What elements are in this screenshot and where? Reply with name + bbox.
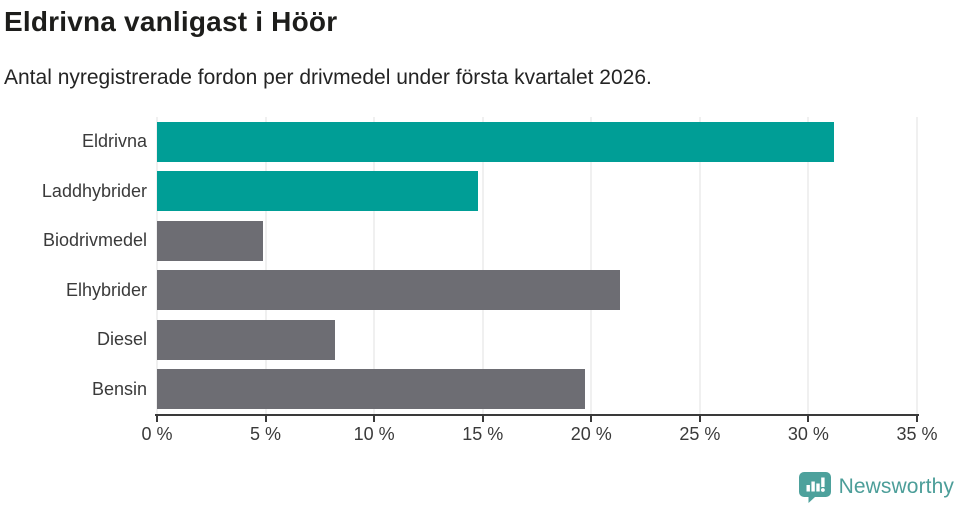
gridline (916, 117, 918, 414)
tick-mark (916, 416, 918, 422)
bar-chart-speech-bubble-icon (798, 472, 831, 503)
y-axis-labels: Eldrivna Laddhybrider Biodrivmedel Elhybrid… (0, 117, 147, 414)
plot-area (156, 117, 918, 414)
category-label: Eldrivna (81, 131, 147, 152)
tick-mark (807, 416, 810, 422)
tick-label: 20 % (570, 424, 612, 444)
tick-label: 25 % (679, 424, 721, 444)
x-axis: 0 % 5 % 10 % 15 % 20 % 25 % 30 % 35 % (141, 414, 938, 454)
brand-footer: Newsworthy (798, 470, 954, 504)
gridline (699, 117, 701, 414)
gridline (373, 117, 375, 414)
category-label: Diesel (96, 329, 147, 350)
tick-label: 35 % (896, 424, 938, 444)
gridline (482, 117, 484, 414)
tick-mark (698, 416, 701, 422)
bar (157, 270, 620, 311)
bar-row (157, 315, 917, 365)
gridline (807, 117, 809, 414)
x-axis-line (155, 414, 919, 416)
tick-label: 0 % (141, 424, 173, 444)
bar (157, 121, 835, 162)
bar-row (157, 365, 917, 415)
bar-rows (157, 117, 917, 414)
tick-mark (373, 416, 376, 422)
category-label: Biodrivmedel (42, 230, 147, 251)
gridline (590, 117, 592, 414)
bar-row (157, 266, 917, 316)
category-label: Laddhybrider (41, 180, 147, 201)
tick-mark (264, 416, 267, 422)
gridline (156, 117, 158, 414)
gridline (265, 117, 267, 414)
bar-row (157, 216, 917, 266)
chart-subtitle: Antal nyregistrerade fordon per drivmede… (4, 66, 652, 89)
brand-name: Newsworthy (838, 475, 954, 498)
bar (157, 220, 264, 261)
tick-label: 5 % (250, 424, 282, 444)
bar (157, 369, 585, 410)
tick-label: 30 % (787, 424, 829, 444)
bar (157, 171, 479, 212)
tick-mark (481, 416, 484, 422)
bar-row (157, 117, 917, 167)
bar (157, 319, 336, 360)
tick-label: 15 % (462, 424, 504, 444)
tick-mark (156, 416, 158, 422)
bar-row (157, 167, 917, 217)
category-label: Bensin (91, 378, 147, 399)
tick-mark (590, 416, 593, 422)
chart-title: Eldrivna vanligast i Höör (4, 6, 338, 37)
category-label: Elhybrider (65, 279, 147, 300)
tick-label: 10 % (353, 424, 395, 444)
